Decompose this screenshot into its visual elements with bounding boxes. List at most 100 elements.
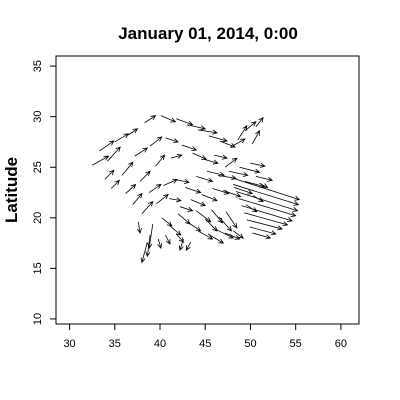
wind-arrow — [91, 155, 110, 166]
wind-arrow — [192, 152, 207, 160]
wind-arrow — [140, 241, 148, 264]
wind-arrow — [168, 197, 182, 203]
wind-arrow — [165, 234, 171, 245]
y-axis-label: Latitude — [2, 157, 21, 223]
wind-arrow — [246, 219, 284, 231]
wind-arrow — [174, 178, 190, 185]
wind-arrow — [134, 147, 149, 157]
wind-arrow — [224, 232, 241, 240]
wind-arrow — [255, 116, 264, 128]
wind-arrow — [144, 115, 157, 124]
wind-arrow — [161, 217, 173, 227]
wind-arrow — [145, 234, 151, 258]
wind-arrow — [225, 211, 238, 229]
wind-arrow — [239, 166, 261, 174]
wind-arrow — [148, 183, 162, 193]
wind-arrow — [203, 158, 219, 165]
wind-arrow — [218, 216, 233, 232]
wind-arrows — [91, 115, 301, 264]
wind-arrow — [223, 190, 242, 198]
x-tick-label: 45 — [199, 338, 211, 350]
wind-arrow — [185, 241, 192, 251]
wind-arrow — [249, 226, 277, 236]
wind-arrow — [228, 170, 249, 177]
wind-arrow — [233, 230, 244, 239]
wind-arrow — [238, 198, 297, 217]
wind-arrow — [165, 137, 179, 144]
y-tick-label: 30 — [32, 111, 44, 123]
y-tick-label: 20 — [32, 212, 44, 224]
wind-arrow — [149, 136, 163, 147]
wind-arrow — [176, 118, 194, 126]
wind-arrow — [195, 210, 212, 223]
wind-arrow — [155, 154, 166, 167]
wind-arrow — [139, 170, 151, 182]
wind-arrow — [197, 230, 214, 240]
wind-arrow — [104, 169, 115, 180]
wind-arrow — [197, 129, 218, 135]
x-tick-label: 50 — [244, 338, 256, 350]
wind-arrow — [234, 187, 254, 195]
wind-arrow — [187, 124, 207, 131]
wind-arrow — [175, 233, 185, 243]
wind-arrow — [132, 192, 143, 205]
wind-arrow — [185, 187, 202, 194]
wind-arrow — [107, 146, 121, 162]
wind-arrow — [208, 135, 228, 143]
wind-arrow — [156, 193, 169, 204]
wind-arrow — [207, 233, 225, 244]
wind-arrow — [186, 221, 202, 232]
wind-arrow — [214, 154, 228, 160]
x-tick-label: 55 — [290, 338, 302, 350]
wind-arrow — [201, 194, 218, 202]
wind-arrow — [110, 179, 120, 189]
y-tick-label: 10 — [32, 313, 44, 325]
wind-arrow — [121, 161, 134, 176]
wind-arrow — [99, 140, 115, 152]
wind-arrow — [196, 175, 214, 183]
wind-arrow — [190, 199, 207, 207]
wind-arrow — [170, 153, 183, 159]
y-tick-label: 15 — [32, 262, 44, 274]
wind-arrow — [237, 125, 248, 141]
wind-arrow — [250, 162, 266, 168]
wind-arrow — [160, 115, 177, 123]
wind-arrow — [252, 232, 272, 240]
plot-frame — [55, 55, 360, 325]
chart-title: January 01, 2014, 0:00 — [118, 24, 298, 43]
x-tick-label: 60 — [335, 338, 347, 350]
wind-arrow — [163, 178, 179, 186]
wind-arrow — [219, 140, 236, 148]
y-tick-label: 35 — [32, 60, 44, 72]
wind-arrow — [230, 138, 246, 148]
wind-arrow — [204, 218, 218, 232]
wind-arrow — [169, 225, 182, 236]
wind-arrow — [233, 184, 300, 206]
wind-arrow — [255, 175, 274, 182]
wind-arrow — [157, 238, 163, 250]
wind-arrow — [141, 200, 154, 215]
wind-arrow — [211, 209, 224, 224]
wind-arrow — [252, 195, 264, 203]
wind-arrow — [230, 176, 301, 201]
wind-arrow — [179, 206, 194, 212]
wind-arrow — [259, 183, 269, 188]
wind-arrow — [241, 205, 293, 223]
wind-arrow — [245, 204, 258, 213]
x-tick-label: 35 — [109, 338, 121, 350]
wind-arrow — [244, 212, 289, 227]
x-axis: 30 35 40 45 50 55 60 — [63, 324, 347, 350]
y-axis: 10 15 20 25 30 35 — [32, 60, 56, 325]
wind-arrow — [136, 221, 142, 234]
x-tick-label: 40 — [154, 338, 166, 350]
wind-arrow — [217, 174, 237, 181]
wind-arrow — [147, 223, 154, 250]
wind-arrow — [251, 130, 260, 145]
wind-arrow — [235, 191, 299, 212]
wind-arrow — [128, 128, 139, 136]
wind-arrow — [181, 144, 198, 152]
wind-arrow — [244, 121, 257, 132]
wind-arrow — [114, 133, 130, 143]
wind-arrow — [125, 183, 137, 194]
